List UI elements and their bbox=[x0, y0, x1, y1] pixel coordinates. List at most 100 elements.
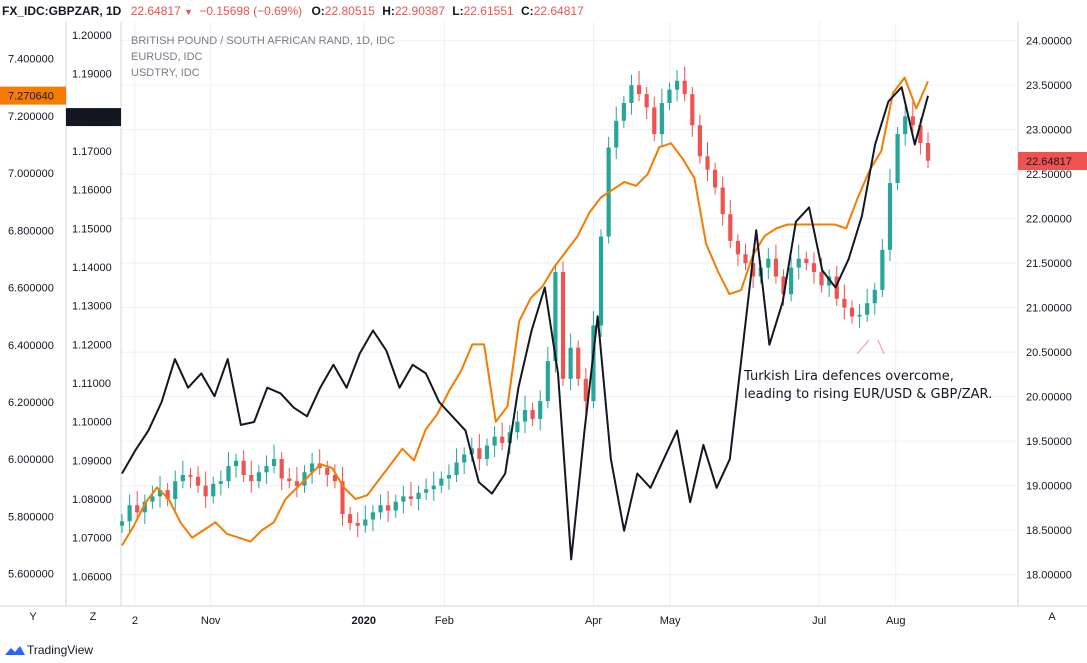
time-tick-label: Aug bbox=[886, 615, 906, 627]
candle-body bbox=[880, 249, 885, 290]
candle-body bbox=[180, 474, 185, 482]
usdtry-price-scale[interactable]: 7.400000 7.200000 7.000000 6.800000 6.600000… bbox=[0, 54, 66, 581]
time-tick-label: Apr bbox=[585, 615, 602, 627]
candle-body bbox=[522, 410, 528, 422]
candle-body bbox=[697, 125, 702, 157]
candle-body bbox=[819, 272, 824, 286]
time-scale[interactable]: 2 Nov 2020 Feb Apr May Jul Aug bbox=[132, 615, 906, 627]
last-price: 22.64817 bbox=[130, 4, 181, 18]
candle-body bbox=[644, 94, 649, 108]
candle-body bbox=[370, 512, 376, 520]
candle-body bbox=[766, 258, 771, 268]
left-tick-label: 7.400000 bbox=[8, 54, 54, 66]
price-chart[interactable]: 7.400000 7.200000 7.000000 6.800000 6.600000… bbox=[0, 22, 1087, 636]
candle-body bbox=[401, 496, 406, 502]
legend-item: BRITISH POUND / SOUTH AFRICAN RAND, 1D, … bbox=[131, 35, 395, 47]
candle-body bbox=[789, 267, 794, 295]
candle-body bbox=[157, 490, 163, 497]
price-change: −0.15698 (−0.69%) bbox=[199, 4, 303, 18]
candle-body bbox=[492, 436, 497, 446]
candle-body bbox=[925, 143, 931, 161]
high-label: H: bbox=[382, 4, 395, 18]
right-tick-label: 21.00000 bbox=[1026, 303, 1072, 315]
candle-body bbox=[910, 116, 915, 126]
legend-item: EURUSD, IDC bbox=[131, 51, 203, 63]
candle-body bbox=[226, 466, 231, 482]
left-tick-label: 6.400000 bbox=[8, 340, 54, 352]
usdtry-line bbox=[121, 86, 929, 561]
y-button[interactable]: Y bbox=[29, 611, 37, 623]
candle-body bbox=[705, 156, 710, 170]
gbpzar-price-badge-text: 22.64817 bbox=[1026, 156, 1072, 168]
candle-body bbox=[218, 481, 223, 484]
eurusd-price-badge-text: 1.17878 bbox=[72, 112, 112, 124]
grid bbox=[121, 22, 1018, 606]
low-value: 22.61551 bbox=[463, 4, 514, 18]
candle-body bbox=[857, 314, 862, 317]
right-tick-label: 18.00000 bbox=[1026, 570, 1072, 582]
candle-body bbox=[887, 183, 893, 250]
candle-body bbox=[408, 496, 414, 500]
annotation: Turkish Lira defences overcome, leading … bbox=[743, 339, 992, 402]
open-label: O: bbox=[311, 4, 325, 18]
candle-body bbox=[545, 361, 550, 402]
candle-body bbox=[735, 240, 740, 255]
annotation-line-1: Turkish Lira defences overcome, bbox=[743, 369, 954, 384]
candle-body bbox=[446, 474, 452, 479]
legend-item: USDTRY, IDC bbox=[131, 67, 200, 79]
left-tick-label: 6.000000 bbox=[8, 454, 54, 466]
candle-body bbox=[195, 476, 201, 486]
candle-body bbox=[629, 85, 634, 103]
candle-body bbox=[310, 463, 315, 473]
right-tick-label: 22.50000 bbox=[1026, 169, 1072, 181]
mid-tick-label: 1.16000 bbox=[72, 185, 112, 197]
candle-body bbox=[614, 120, 619, 148]
candle-body bbox=[188, 474, 193, 477]
candle-body bbox=[127, 505, 132, 522]
candle-body bbox=[477, 448, 482, 459]
right-tick-label: 19.50000 bbox=[1026, 436, 1072, 448]
left-tick-label: 6.200000 bbox=[8, 397, 54, 409]
candle-body bbox=[659, 102, 664, 135]
candle-body bbox=[348, 514, 353, 524]
right-tick-label: 20.00000 bbox=[1026, 392, 1072, 404]
a-button[interactable]: A bbox=[1048, 611, 1056, 623]
candle-body bbox=[142, 501, 147, 513]
candle-body bbox=[515, 421, 520, 433]
candle-body bbox=[233, 460, 239, 467]
candle-body bbox=[751, 263, 756, 277]
candle-body bbox=[918, 125, 923, 144]
eurusd-price-badge bbox=[66, 108, 121, 127]
annotation-tick bbox=[856, 339, 870, 355]
gbpzar-price-scale[interactable]: 24.00000 23.50000 23.00000 22.50000 22.00000… bbox=[1018, 36, 1087, 582]
eurusd-price-scale[interactable]: 1.200001.190001.180001.170001.160001.150… bbox=[66, 30, 121, 583]
candle-body bbox=[378, 505, 383, 513]
right-tick-label: 21.50000 bbox=[1026, 258, 1072, 270]
high-value: 22.90387 bbox=[394, 4, 445, 18]
right-tick-label: 19.00000 bbox=[1026, 481, 1072, 493]
candle-body bbox=[249, 474, 254, 482]
mid-tick-label: 1.10000 bbox=[72, 417, 112, 429]
candle-body bbox=[903, 116, 908, 135]
right-tick-label: 23.00000 bbox=[1026, 125, 1072, 137]
time-tick-label: Feb bbox=[435, 615, 454, 627]
candle-body bbox=[294, 481, 299, 486]
close-label: C: bbox=[521, 4, 534, 18]
time-tick-label: 2 bbox=[132, 615, 138, 627]
usdtry-price-badge-text: 7.270640 bbox=[8, 91, 54, 103]
mid-tick-label: 1.12000 bbox=[72, 339, 112, 351]
candle-body bbox=[165, 490, 170, 500]
candle-body bbox=[484, 445, 490, 459]
plot-area bbox=[119, 66, 931, 561]
z-button[interactable]: Z bbox=[90, 611, 97, 623]
candle-body bbox=[211, 483, 216, 497]
candle-body bbox=[827, 276, 832, 286]
candle-body bbox=[462, 454, 467, 463]
candle-body bbox=[241, 460, 246, 475]
time-tick-label: Nov bbox=[201, 615, 221, 627]
symbol-label[interactable]: FX_IDC:GBPZAR, 1D bbox=[2, 4, 122, 18]
candle-body bbox=[454, 462, 459, 475]
gbpzar-price-badge bbox=[1018, 151, 1087, 170]
candle-body bbox=[553, 272, 558, 362]
candle-body bbox=[355, 523, 360, 526]
